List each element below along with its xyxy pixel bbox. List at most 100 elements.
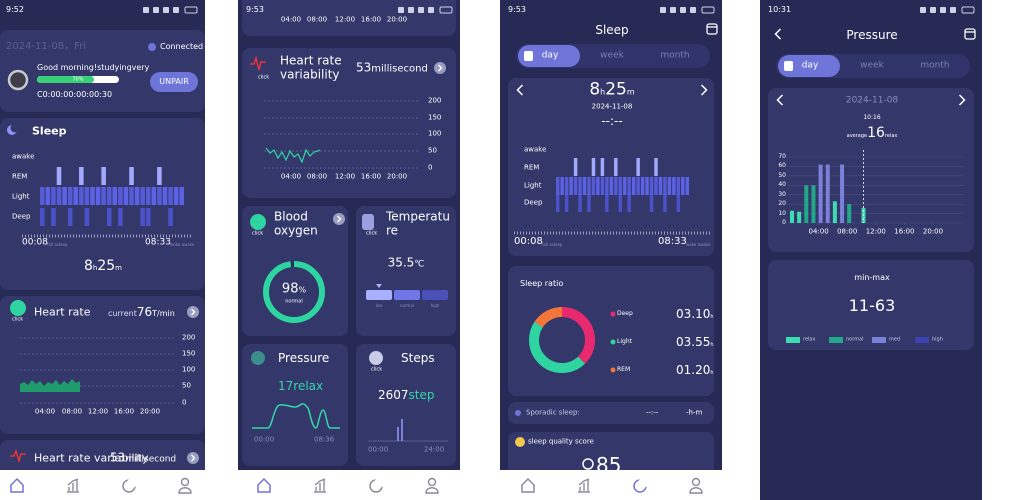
profile-icon	[425, 487, 439, 494]
y-tick-label: 10	[778, 209, 786, 217]
heart-icon	[10, 300, 26, 316]
text: step	[408, 388, 435, 402]
nav-item[interactable]	[10, 477, 24, 493]
legend-swatch	[872, 337, 886, 343]
x-tick-label: 08:00	[61, 407, 83, 416]
icon-label: click	[258, 74, 270, 81]
nav-item[interactable]	[257, 477, 271, 493]
sleep-segment	[157, 167, 162, 185]
text: current	[108, 309, 137, 318]
date: 2024-11-08	[845, 95, 899, 106]
sleep-segment	[627, 177, 631, 195]
nav-item[interactable]	[314, 478, 326, 493]
ratio-segment	[529, 307, 595, 373]
ring-icon	[7, 69, 29, 91]
bluetooth-icon	[148, 43, 156, 51]
legend-swatch	[829, 337, 843, 343]
battery-icon	[961, 6, 975, 14]
moon-cut	[374, 478, 384, 488]
sleep-segment	[578, 194, 582, 212]
home-icon	[10, 477, 24, 493]
pressure-wave	[252, 403, 340, 429]
nav-item[interactable]	[178, 477, 192, 494]
y-tick-label: 150	[182, 349, 196, 358]
nav-item[interactable]	[122, 478, 137, 493]
sleep-segment	[106, 187, 112, 205]
steps-value: 2607 step	[378, 389, 435, 401]
sleep-segment	[618, 177, 622, 195]
text: millisecond	[371, 63, 428, 75]
status-time: 9:53	[246, 5, 264, 14]
stats-icon	[578, 478, 590, 493]
bar	[818, 164, 823, 223]
nav-item[interactable]	[521, 477, 535, 493]
tab: week	[860, 60, 884, 71]
sleep-segment	[614, 158, 618, 176]
sleep-segment	[134, 187, 140, 205]
sleep-segment	[676, 194, 681, 212]
nav-item[interactable]	[689, 477, 703, 494]
screen-graphics	[250, 6, 453, 442]
sleep-segment	[605, 194, 609, 212]
tab: month	[660, 50, 690, 61]
sleep-segment	[654, 177, 658, 195]
status-icon	[418, 7, 424, 13]
arrow-button	[333, 213, 345, 225]
sleep-segment	[145, 208, 151, 226]
bar	[811, 185, 816, 223]
bar	[825, 164, 830, 223]
section-title: Pressure	[278, 351, 330, 365]
temperature-value: 35.5 ℃	[388, 257, 425, 270]
nav-item[interactable]	[67, 478, 79, 493]
calendar-icon	[964, 28, 976, 40]
legend-label: high	[932, 336, 943, 343]
nav-item[interactable]	[369, 478, 384, 493]
stage-label: REM	[524, 163, 540, 172]
stage-label: Deep	[12, 212, 31, 221]
home-icon	[257, 477, 271, 493]
end-time: 24:00	[424, 445, 445, 454]
nav-icons	[257, 477, 439, 494]
status-icon	[670, 7, 676, 13]
battery-icon	[701, 6, 715, 14]
nav-item[interactable]	[578, 478, 590, 493]
end-label: woke awake	[686, 242, 711, 247]
text: 01.20	[676, 363, 711, 377]
bar	[840, 164, 845, 223]
tab-active[interactable]	[778, 55, 840, 77]
sleep-segment	[118, 208, 123, 226]
unpair-button[interactable]	[150, 72, 198, 92]
x-tick-label: 04:00	[34, 407, 56, 416]
status-icon	[163, 7, 169, 13]
status-time: 10:31	[768, 5, 792, 14]
nav-item[interactable]	[425, 477, 439, 494]
sleep-segment	[631, 177, 636, 195]
sporadic-card	[508, 402, 714, 424]
stats-icon	[314, 478, 326, 493]
level-marker	[376, 284, 382, 288]
sleep-segment	[556, 194, 560, 212]
sleep-segment	[56, 187, 62, 205]
nav-item[interactable]	[633, 478, 648, 493]
battery-icon	[439, 6, 453, 14]
status-icon	[680, 7, 686, 13]
section-title: Heart rate variability	[34, 451, 149, 465]
status-time: 9:53	[508, 5, 526, 14]
heart-rate-card	[0, 296, 205, 434]
status-time: 9:52	[6, 5, 24, 14]
x-tick-label: 04:00	[280, 15, 302, 24]
sleep-segment	[600, 158, 605, 176]
sleep-segment	[101, 167, 106, 185]
screen-dashboard: 9:53 04:00 08:00 12:00 16:00 20:00 click Heart …	[238, 0, 460, 500]
status-icon	[143, 7, 149, 13]
hrv-icon	[10, 448, 26, 464]
sleep-segment	[140, 208, 145, 226]
thermometer-icon	[362, 214, 374, 230]
x-tick-label: 08:00	[837, 227, 858, 236]
tab-active[interactable]	[518, 45, 580, 67]
x-tick-label: 12:00	[865, 227, 886, 236]
screen-pressure: 10:31 day week month Pressure 2024-11-08 10:16…	[760, 0, 982, 500]
y-tick-label: 150	[428, 113, 442, 122]
sleep-segment	[67, 208, 73, 226]
sleep-segment	[663, 177, 667, 195]
